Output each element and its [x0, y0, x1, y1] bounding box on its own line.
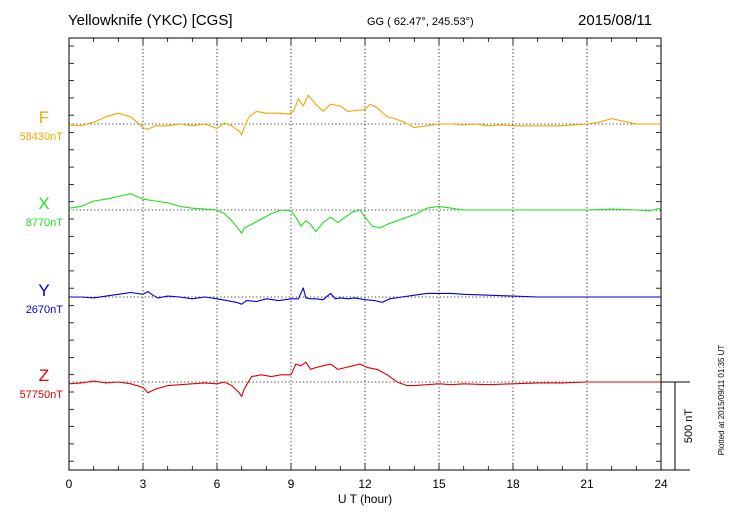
coordinates-label: GG ( 62.47°, 245.53°)	[367, 16, 474, 28]
x-tick-label: 12	[358, 477, 372, 491]
series-name-F: F	[39, 108, 49, 127]
series-name-X: X	[38, 194, 49, 213]
series-baseline-X: 8770nT	[26, 217, 64, 229]
series-line-F	[68, 94, 661, 136]
series-name-Y: Y	[38, 281, 49, 300]
plotted-note: Plotted at 2015/09/11 01:35 UT	[717, 345, 726, 456]
x-tick-label: 3	[140, 477, 147, 491]
scale-bar-label: 500 nT	[683, 409, 695, 444]
x-tick-label: 18	[506, 477, 520, 491]
x-tick-label: 6	[214, 477, 221, 491]
series-baseline-Y: 2670nT	[26, 304, 64, 316]
x-tick-label: 0	[66, 477, 73, 491]
x-tick-label: 15	[432, 477, 446, 491]
series-line-Z	[68, 361, 661, 397]
date-label: 2015/08/11	[578, 12, 652, 29]
series-line-Y	[69, 287, 661, 305]
station-title: Yellowknife (YKC) [CGS]	[68, 12, 233, 29]
series-name-Z: Z	[39, 366, 49, 385]
series-baseline-F: 58430nT	[20, 131, 64, 143]
x-tick-label: 21	[580, 477, 594, 491]
series-line-X	[68, 193, 662, 234]
series-baseline-Z: 57750nT	[20, 389, 64, 401]
x-tick-label: 9	[288, 477, 295, 491]
x-axis-label: U T (hour)	[338, 492, 392, 506]
x-tick-label: 24	[654, 477, 668, 491]
